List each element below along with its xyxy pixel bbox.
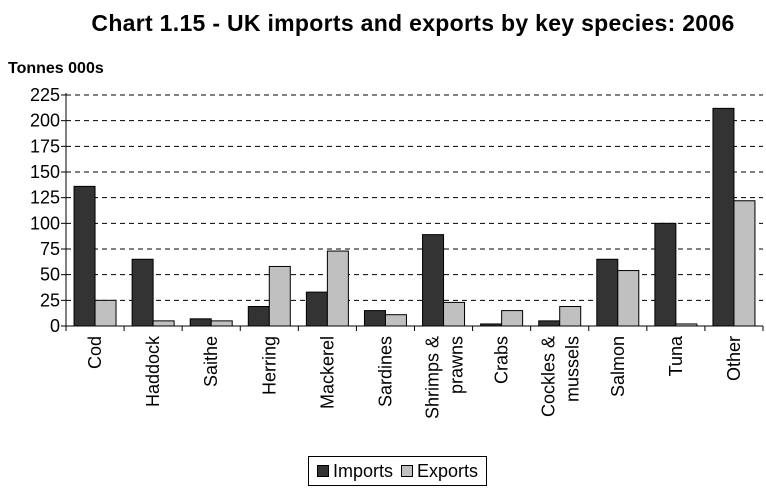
x-tick-label: Herring	[259, 336, 279, 395]
y-tick-label: 225	[30, 85, 60, 105]
bar-exports-mackerel	[326, 250, 349, 327]
bar-imports-other	[712, 107, 735, 327]
legend-item-exports: Exports	[401, 461, 478, 482]
bar-imports-sardines	[363, 310, 386, 327]
y-tick-labels: 0 25 50 75 100 125 150 175 200 225	[30, 85, 60, 336]
x-tick-label: Cockles & mussels	[539, 336, 583, 417]
bar-exports-other	[733, 200, 756, 327]
x-tick-label: Sardines	[375, 336, 395, 407]
x-tick-label: Cod	[85, 336, 105, 369]
bar-exports-sardines	[384, 314, 407, 327]
bar-imports-mackerel	[305, 291, 328, 327]
legend-item-imports: Imports	[317, 461, 393, 482]
bar-imports-haddock	[131, 258, 154, 327]
x-tick-label: Saithe	[201, 336, 221, 387]
bar-exports-cod	[94, 299, 117, 327]
bars	[73, 107, 756, 327]
chart-title: Chart 1.15 - UK imports and exports by k…	[91, 10, 735, 36]
legend-label-imports: Imports	[333, 460, 394, 481]
bar-imports-salmon	[596, 258, 619, 327]
x-tick-label: Other	[724, 336, 744, 381]
y-tick-label: 100	[30, 213, 60, 233]
bar-exports-haddock	[152, 320, 175, 327]
y-tick-label: 150	[30, 162, 60, 182]
y-tick-label: 25	[40, 290, 60, 310]
x-tick-label: Crabs	[492, 336, 512, 384]
bar-imports-cod	[73, 185, 96, 327]
bar-imports-saithe	[189, 318, 212, 327]
bar-exports-shrimps-prawns	[443, 301, 466, 327]
x-tick-label: Haddock	[143, 335, 163, 407]
y-tick-label: 125	[30, 188, 60, 208]
y-tick-label: 175	[30, 136, 60, 156]
y-tick-label: 200	[30, 111, 60, 131]
legend-swatch-imports	[317, 465, 329, 477]
legend: Imports Exports	[308, 456, 488, 486]
bar-imports-tuna	[654, 222, 677, 327]
legend-label-exports: Exports	[417, 460, 479, 481]
axes	[65, 93, 764, 331]
bar-exports-salmon	[617, 270, 640, 327]
x-tick-label: Shrimps & prawns	[423, 336, 467, 419]
x-tick-label: Salmon	[608, 336, 628, 397]
bar-exports-cockles-mussels	[559, 305, 582, 327]
y-tick-label: 75	[40, 239, 60, 259]
bar-imports-shrimps-prawns	[422, 234, 445, 327]
bar-imports-cockles-mussels	[538, 320, 561, 327]
bar-exports-crabs	[501, 310, 524, 327]
x-tick-label: Mackerel	[317, 336, 337, 409]
gridlines	[61, 94, 763, 327]
y-tick-label: 0	[50, 316, 60, 336]
bar-imports-herring	[247, 305, 270, 327]
x-tick-label: Tuna	[666, 335, 686, 376]
x-tick-labels: Cod Haddock Saithe Herring Mackerel Sardines S…	[85, 335, 744, 419]
bar-exports-herring	[268, 265, 291, 327]
y-axis-label: Tonnes 000s	[8, 60, 104, 77]
legend-swatch-exports	[401, 465, 414, 477]
bar-exports-saithe	[210, 320, 233, 327]
y-tick-label: 50	[40, 265, 60, 285]
